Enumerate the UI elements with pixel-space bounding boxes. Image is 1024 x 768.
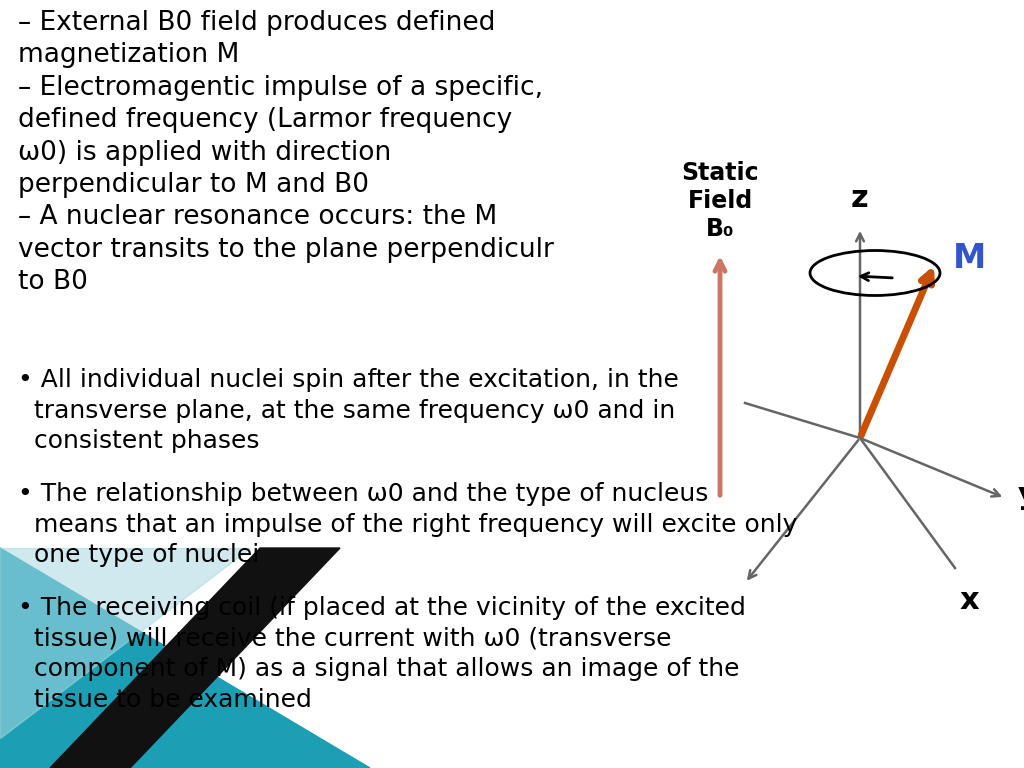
Polygon shape	[50, 548, 340, 768]
Polygon shape	[0, 548, 250, 738]
Polygon shape	[0, 548, 370, 768]
Text: y: y	[1018, 482, 1024, 511]
Text: • All individual nuclei spin after the excitation, in the
  transverse plane, at: • All individual nuclei spin after the e…	[18, 368, 679, 453]
Text: • The receiving coil (if placed at the vicinity of the excited
  tissue) will re: • The receiving coil (if placed at the v…	[18, 596, 745, 712]
Text: – External B0 field produces defined
magnetization M
– Electromagentic impulse o: – External B0 field produces defined mag…	[18, 10, 554, 295]
Text: z: z	[851, 184, 869, 213]
Text: x: x	[961, 586, 980, 615]
Text: • The relationship between ω0 and the type of nucleus
  means that an impulse of: • The relationship between ω0 and the ty…	[18, 482, 798, 568]
Text: Static
Field
B₀: Static Field B₀	[681, 161, 759, 241]
Text: M: M	[953, 241, 986, 274]
